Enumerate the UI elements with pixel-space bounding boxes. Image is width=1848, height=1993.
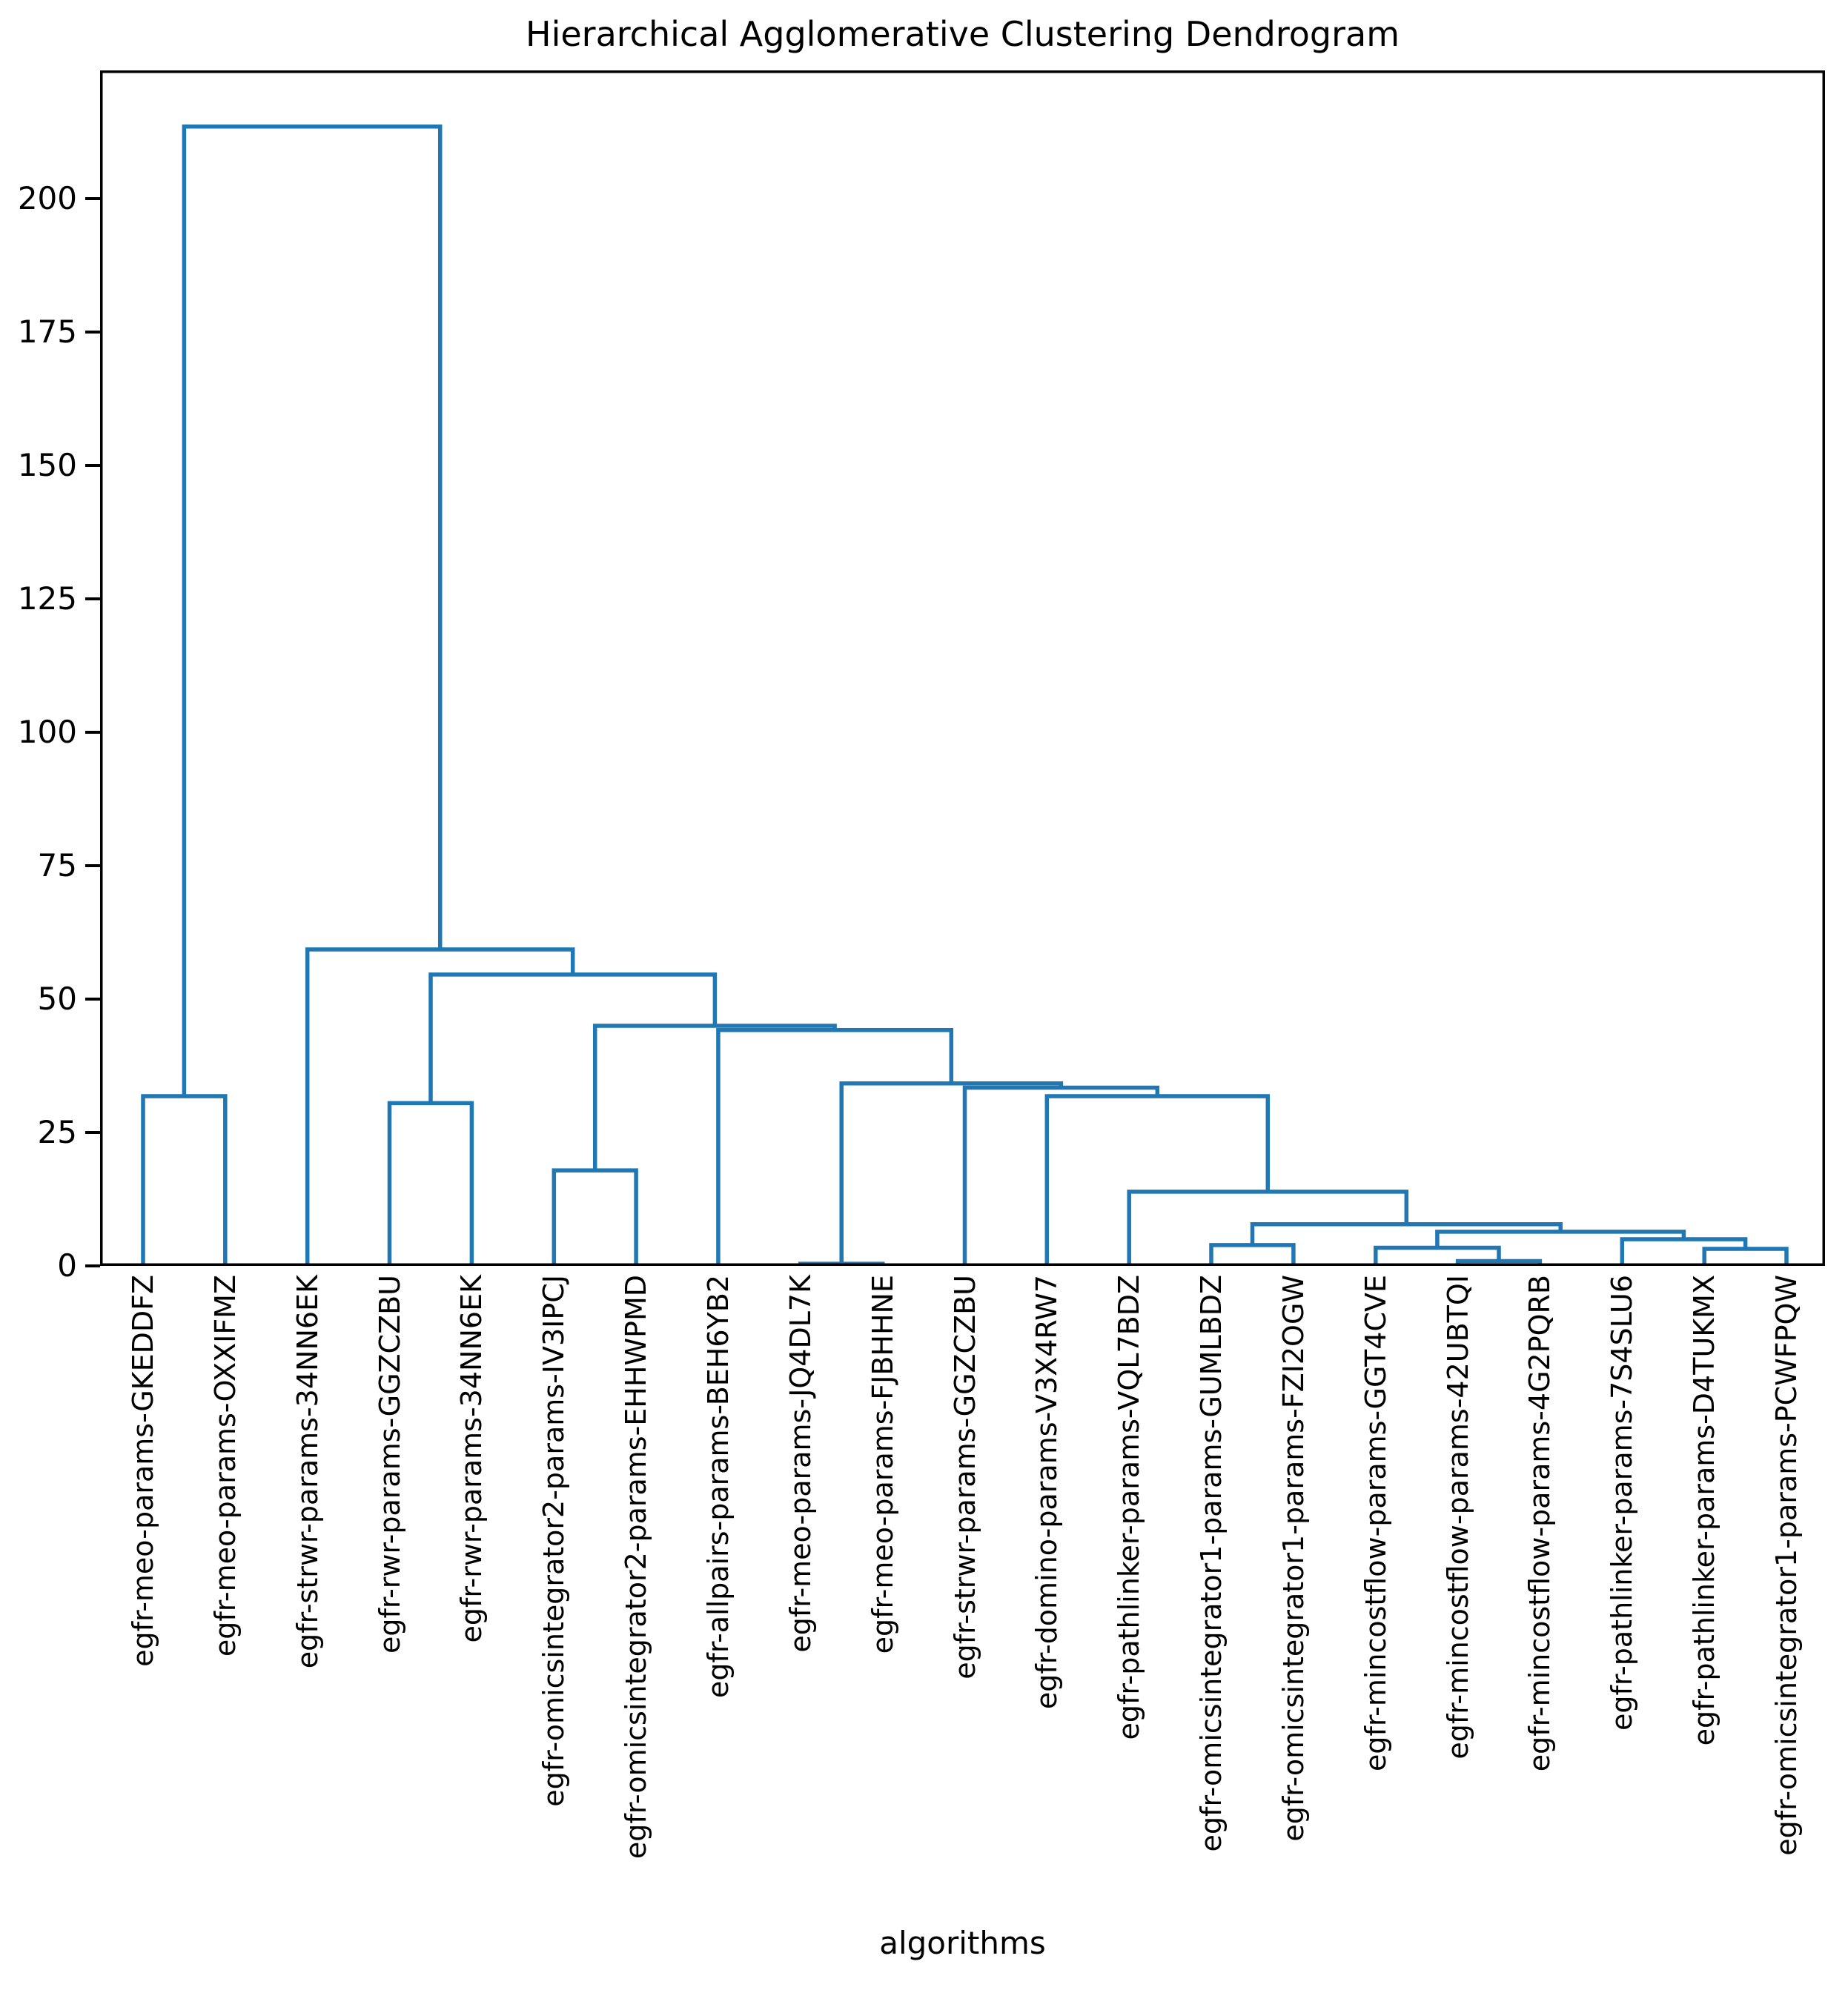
- dendrogram-plot-area: [100, 70, 1825, 1266]
- dendrogram-link: [839, 1081, 1064, 1264]
- y-axis-tick-label: 100: [17, 714, 77, 750]
- dendrogram-link: [1209, 1243, 1296, 1266]
- y-axis-tick-label: 125: [17, 580, 77, 617]
- y-axis-tick-label: 25: [37, 1114, 77, 1150]
- x-axis-leaf-label: egfr-pathlinker-params-D4TUKMX: [1688, 1275, 1721, 1746]
- chart-title: Hierarchical Agglomerative Clustering De…: [526, 14, 1400, 54]
- y-axis-tick-label: 75: [37, 847, 77, 883]
- dendrogram-link: [141, 1094, 228, 1266]
- dendrogram-link: [1044, 1094, 1271, 1266]
- x-axis-leaf-label: egfr-meo-params-FJBHHNE: [866, 1275, 899, 1654]
- x-axis-leaf-label: egfr-omicsintegrator2-params-IV3IPCJ: [537, 1275, 571, 1807]
- x-axis-label: algorithms: [879, 1925, 1046, 1961]
- x-axis-leaf-label: egfr-omicsintegrator1-params-FZI2OGW: [1276, 1275, 1310, 1842]
- x-axis-leaf-label: egfr-pathlinker-params-VQL7BDZ: [1113, 1275, 1146, 1740]
- x-axis-leaf-label: egfr-omicsintegrator1-params-PCWFPQW: [1770, 1275, 1803, 1856]
- y-axis-tick-mark: [85, 197, 100, 200]
- y-axis-tick-mark: [85, 464, 100, 467]
- x-axis-leaf-label: egfr-mincostflow-params-42UBTQI: [1441, 1275, 1474, 1760]
- dendrogram-link: [1250, 1222, 1563, 1245]
- x-axis-leaf-label: egfr-strwr-params-GGZCZBU: [948, 1275, 981, 1679]
- x-axis-leaf-label: egfr-omicsintegrator2-params-EHHWPMD: [620, 1275, 653, 1860]
- x-axis-leaf-label: egfr-meo-params-GKEDDFZ: [127, 1275, 159, 1667]
- y-axis-tick-label: 150: [17, 447, 77, 483]
- plot-border: [100, 70, 1825, 1266]
- x-axis-leaf-label: egfr-meo-params-OXXIFMZ: [208, 1275, 242, 1657]
- y-axis-tick-label: 50: [37, 981, 77, 1017]
- y-axis-tick-label: 175: [17, 314, 77, 350]
- dendrogram-link: [182, 125, 443, 1096]
- x-axis-leaf-label: egfr-strwr-params-34NN6EK: [291, 1275, 324, 1669]
- dendrogram-link: [1620, 1237, 1748, 1266]
- y-axis-tick-mark: [85, 731, 100, 734]
- dendrogram-link: [1374, 1245, 1501, 1266]
- y-axis-tick-mark: [85, 597, 100, 600]
- y-axis-tick-label: 200: [17, 180, 77, 216]
- dendrogram-link: [1127, 1190, 1409, 1266]
- y-axis-tick-mark: [85, 331, 100, 334]
- dendrogram-link: [305, 947, 575, 1266]
- y-axis-tick-mark: [85, 864, 100, 867]
- y-axis-tick-mark: [85, 998, 100, 1001]
- y-axis-tick-label: 0: [57, 1247, 77, 1284]
- x-axis-leaf-label: egfr-domino-params-V3X4RW7: [1030, 1275, 1064, 1710]
- x-axis-leaf-label: egfr-pathlinker-params-7S4SLU6: [1606, 1275, 1639, 1731]
- dendrogram-link: [716, 1028, 954, 1266]
- dendrogram-link: [552, 1168, 638, 1266]
- y-axis-tick-mark: [85, 1131, 100, 1134]
- x-axis-leaf-label: egfr-rwr-params-GGZCZBU: [373, 1275, 406, 1654]
- dendrogram-link: [592, 1024, 837, 1171]
- dendrogram-link: [428, 972, 718, 1104]
- x-axis-leaf-label: egfr-allpairs-params-BEH6YB2: [701, 1275, 735, 1699]
- dendrogram-link: [387, 1101, 474, 1266]
- x-axis-leaf-label: egfr-meo-params-JQ4DL7K: [784, 1275, 817, 1653]
- x-axis-leaf-label: egfr-mincostflow-params-GGT4CVE: [1359, 1275, 1392, 1771]
- x-axis-leaf-label: egfr-rwr-params-34NN6EK: [455, 1275, 489, 1643]
- x-axis-leaf-label: egfr-omicsintegrator1-params-GUMLBDZ: [1195, 1275, 1228, 1852]
- y-axis-tick-mark: [85, 1264, 100, 1267]
- x-axis-leaf-label: egfr-mincostflow-params-4G2PQRB: [1523, 1275, 1557, 1772]
